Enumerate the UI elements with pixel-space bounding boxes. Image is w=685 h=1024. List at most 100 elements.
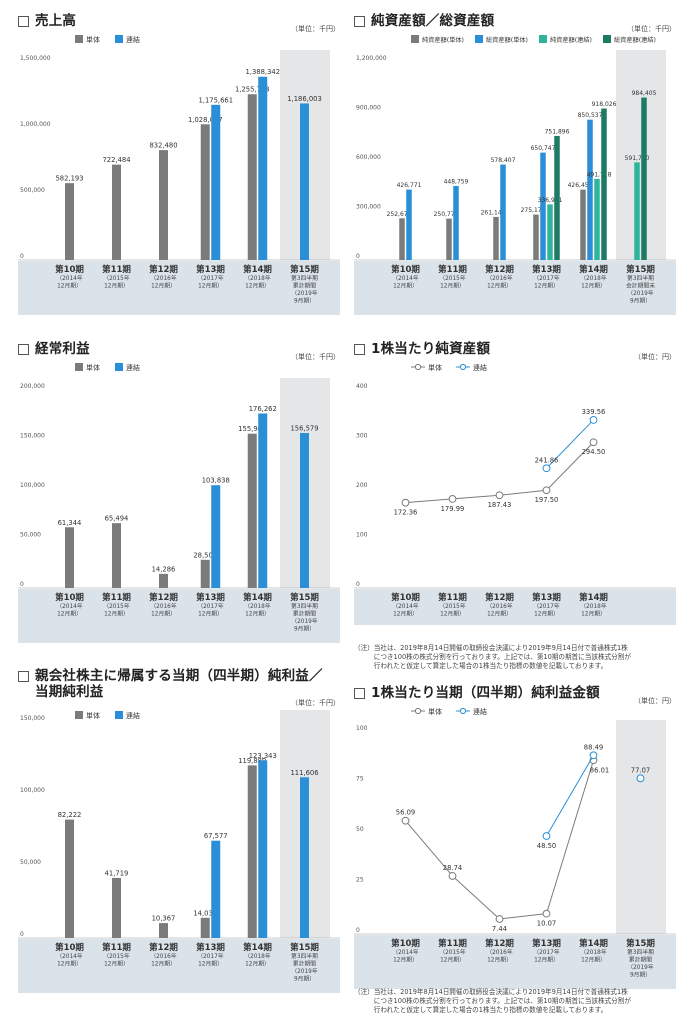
x-tick-sublabel: （2017年: [533, 602, 560, 610]
data-label: 252,678: [387, 211, 412, 218]
data-label: 176,262: [249, 405, 277, 413]
legend-swatch-icon: [75, 35, 83, 43]
y-tick-label: 100,000: [20, 482, 45, 489]
bar: [247, 94, 257, 260]
series-line: [546, 441, 594, 491]
legend-swatch-icon: [115, 711, 123, 719]
y-tick-label: 50,000: [20, 532, 41, 539]
legend-label: 単体: [86, 363, 100, 372]
data-label: 275,176: [521, 207, 546, 214]
x-axis-band: [18, 589, 340, 643]
x-tick-sublabel: （2015年: [103, 602, 130, 610]
data-point: [401, 816, 410, 825]
x-tick-sublabel: 12月期）: [581, 283, 606, 290]
y-tick-label: 0: [356, 927, 360, 934]
data-label: 336,981: [538, 197, 563, 204]
x-tick-label: 第10期: [55, 592, 84, 603]
bar: [211, 104, 221, 261]
bar: [112, 164, 121, 260]
x-tick-sublabel: 12月期）: [487, 283, 512, 290]
data-point: [495, 491, 504, 500]
data-label: 1,186,003: [287, 95, 322, 103]
x-tick-sublabel: 12月期）: [487, 957, 512, 964]
data-label: 111,606: [290, 769, 318, 777]
bar: [641, 97, 647, 260]
bar: [247, 765, 257, 938]
x-tick-sublabel: （2018年: [244, 602, 271, 610]
x-tick-label: 第12期: [485, 938, 514, 949]
eps-unit: （単位：円）: [634, 697, 676, 705]
bar: [500, 164, 506, 260]
data-label: 86.01: [590, 766, 609, 774]
net-income-unit: （単位：千円）: [291, 699, 340, 707]
x-tick-sublabel: 12月期）: [245, 961, 270, 968]
title-square-icon: [354, 687, 365, 699]
data-label: 10,367: [152, 915, 176, 923]
x-tick-sublabel: 12月期）: [151, 611, 176, 618]
x-tick-sublabel: 12月期）: [245, 611, 270, 618]
data-label: 918,026: [592, 101, 617, 108]
legend-marker-icon: [414, 363, 422, 371]
bps-title: 1株当たり純資産額: [354, 338, 490, 360]
x-tick-sublabel: 12月期）: [534, 957, 559, 964]
sales-panel: 売上高 （単位：千円） 0 500,000 1,000,000 1,500,000 単体…: [18, 10, 340, 315]
x-tick-label: 第13期: [196, 592, 225, 603]
x-tick-sublabel: 12月期）: [104, 961, 129, 968]
series-line: [405, 498, 453, 504]
data-label: 179.99: [441, 505, 465, 513]
x-tick-sublabel: 12月期）: [57, 961, 82, 968]
x-tick-sublabel: （2015年: [103, 952, 130, 960]
x-tick-sublabel: 第3四半期: [291, 602, 318, 610]
legend-label: 連結: [126, 35, 140, 44]
bar: [601, 108, 607, 260]
data-label: 28.74: [443, 864, 462, 872]
x-tick-label: 第15期: [290, 592, 319, 603]
data-label: 261,145: [481, 209, 506, 216]
data-label: 1,028,037: [188, 116, 223, 124]
y-tick-label: 0: [20, 253, 24, 260]
data-label: 984,405: [632, 90, 657, 97]
data-point: [589, 416, 598, 424]
bar: [300, 432, 309, 588]
bar: [533, 214, 539, 260]
eps-panel: 1株当たり当期（四半期）純利益金額 （単位：円） 0 25 50 75 100 単体 連結第…: [354, 682, 676, 1022]
data-label: 103,838: [202, 477, 230, 485]
x-tick-sublabel: 9月期）: [630, 972, 651, 979]
data-label: 578,407: [491, 157, 516, 164]
x-tick-label: 第10期: [391, 264, 420, 275]
legend-swatch-icon: [539, 35, 547, 43]
x-tick-sublabel: （2014年: [56, 602, 83, 610]
legend-marker-icon: [414, 707, 422, 715]
legend-swatch-icon: [475, 35, 483, 43]
x-tick-label: 第14期: [579, 264, 608, 275]
y-tick-label: 150,000: [20, 715, 45, 722]
x-tick-sublabel: 12月期）: [57, 283, 82, 290]
x-tick-label: 第13期: [532, 592, 561, 603]
series-line: [546, 760, 594, 914]
legend-swatch-icon: [411, 35, 419, 43]
data-point: [589, 438, 598, 447]
data-label: 48.50: [537, 842, 556, 850]
x-tick-sublabel: （2015年: [439, 274, 466, 282]
bar: [200, 917, 210, 938]
data-label: 582,193: [55, 175, 83, 183]
title-square-icon: [354, 15, 365, 27]
x-tick-label: 第10期: [55, 942, 84, 953]
x-tick-label: 第14期: [579, 938, 608, 949]
x-tick-sublabel: （2017年: [533, 948, 560, 956]
x-tick-label: 第11期: [438, 592, 467, 603]
series-line: [405, 820, 453, 877]
x-tick-sublabel: 12月期）: [393, 957, 418, 964]
bar: [453, 185, 459, 260]
bar: [112, 877, 121, 938]
x-tick-sublabel: （2019年: [291, 967, 318, 975]
bar: [159, 150, 168, 260]
period-15-shade: [616, 50, 666, 260]
x-tick-sublabel: 累計期間: [629, 956, 652, 964]
data-label: 650,747: [531, 145, 556, 152]
data-point: [542, 832, 551, 840]
x-tick-sublabel: （2015年: [103, 274, 130, 282]
y-tick-label: 300,000: [356, 204, 381, 211]
x-tick-sublabel: 9月期）: [294, 976, 315, 983]
